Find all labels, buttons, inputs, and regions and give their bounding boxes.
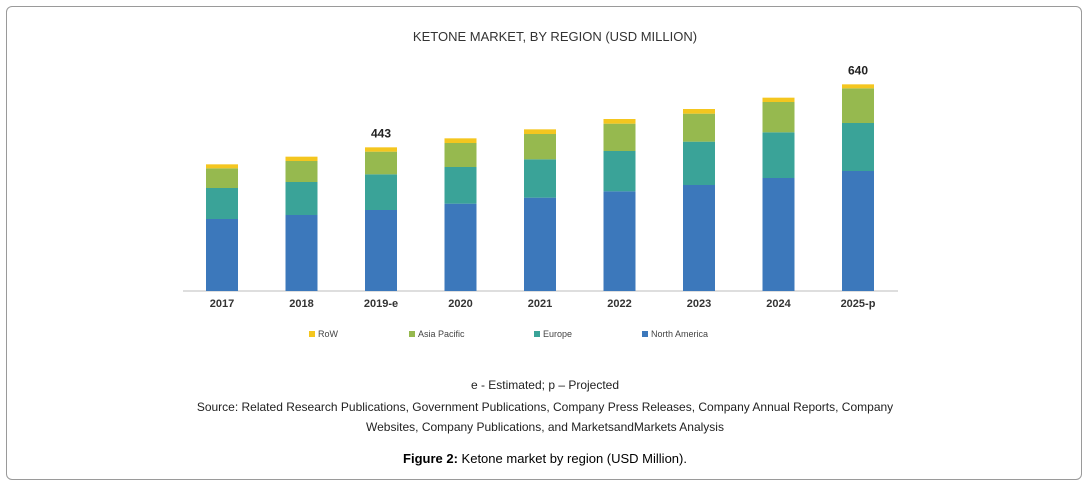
bar-north-america-2022 <box>603 191 636 291</box>
bar-row-2017 <box>206 164 238 169</box>
bar-row-2020 <box>444 138 477 143</box>
bar-north-america-2024 <box>762 178 795 291</box>
bar-asia-pacific-2017 <box>206 168 238 188</box>
x-tick-label-2024: 2024 <box>766 298 791 310</box>
ketone-stacked-bar-chart: KETONE MARKET, BY REGION (USD MILLION) 2… <box>183 29 898 339</box>
x-tick-label-2022: 2022 <box>607 298 631 310</box>
source-note-line1: Source: Related Research Publications, G… <box>196 400 894 414</box>
bar-row-2023 <box>683 109 715 114</box>
bar-europe-2017 <box>206 188 238 219</box>
bar-row-2024 <box>762 97 795 102</box>
bar-north-america-2018 <box>285 215 318 291</box>
bar-row-2025-p <box>842 84 874 89</box>
bar-row-2019-e <box>365 147 397 152</box>
bar-north-america-2023 <box>683 185 715 291</box>
chart-title: KETONE MARKET, BY REGION (USD MILLION) <box>413 29 697 44</box>
bar-asia-pacific-2018 <box>285 161 318 182</box>
estimate-note: e - Estimated; p – Projected <box>470 378 620 392</box>
bar-asia-pacific-2025-p <box>842 88 874 123</box>
legend-swatch-europe <box>534 331 540 337</box>
x-tick-label-2025-p: 2025-p <box>841 298 876 310</box>
source-note-line2: Websites, Company Publications, and Mark… <box>366 420 724 434</box>
bar-north-america-2020 <box>444 203 477 291</box>
legend-swatch-north-america <box>642 331 648 337</box>
bar-europe-2018 <box>285 182 318 215</box>
bar-row-2022 <box>603 119 636 124</box>
data-label-total-2019-e: 443 <box>371 126 391 140</box>
bar-europe-2022 <box>603 151 636 192</box>
x-tick-label-2020: 2020 <box>448 298 472 310</box>
x-tick-label-2023: 2023 <box>687 298 711 310</box>
figure-caption: Figure 2: Ketone market by region (USD M… <box>0 451 1090 466</box>
bar-asia-pacific-2022 <box>603 123 636 151</box>
bar-europe-2023 <box>683 141 715 185</box>
data-label-total-2025-p: 640 <box>848 63 868 77</box>
bar-asia-pacific-2019-e <box>365 151 397 175</box>
bar-asia-pacific-2021 <box>524 134 556 160</box>
bar-asia-pacific-2023 <box>683 113 715 142</box>
bar-north-america-2021 <box>524 197 556 291</box>
x-tick-label-2018: 2018 <box>289 298 313 310</box>
x-tick-label-2019-e: 2019-e <box>364 298 398 310</box>
bar-europe-2019-e <box>365 174 397 210</box>
bar-europe-2024 <box>762 132 795 178</box>
bar-europe-2021 <box>524 159 556 198</box>
bar-europe-2020 <box>444 167 477 204</box>
bar-north-america-2025-p <box>842 171 874 291</box>
legend-swatch-row <box>309 331 315 337</box>
bar-north-america-2017 <box>206 219 238 291</box>
legend-label-asia-pacific: Asia Pacific <box>418 329 465 339</box>
x-tick-label-2017: 2017 <box>210 298 234 310</box>
x-tick-label-2021: 2021 <box>528 298 552 310</box>
bar-asia-pacific-2020 <box>444 143 477 167</box>
bar-row-2018 <box>285 156 318 161</box>
bar-europe-2025-p <box>842 123 874 171</box>
bar-row-2021 <box>524 129 556 134</box>
caption-label: Figure 2: <box>403 451 458 466</box>
legend-label-row: RoW <box>318 329 339 339</box>
caption-text: Ketone market by region (USD Million). <box>457 451 687 466</box>
bar-asia-pacific-2024 <box>762 102 795 133</box>
legend-swatch-asia-pacific <box>409 331 415 337</box>
bar-north-america-2019-e <box>365 210 397 291</box>
legend-label-north-america: North America <box>651 329 708 339</box>
legend-label-europe: Europe <box>543 329 572 339</box>
